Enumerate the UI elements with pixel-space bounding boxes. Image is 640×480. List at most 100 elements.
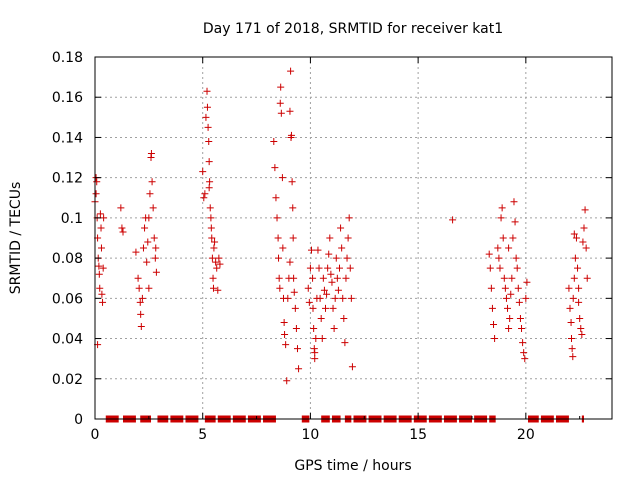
data-point — [209, 284, 217, 292]
axis-ticks — [94, 56, 612, 420]
x-tick-label: 10 — [302, 427, 320, 443]
data-point — [286, 107, 294, 115]
data-point — [205, 137, 213, 145]
data-point — [343, 254, 351, 262]
data-point — [147, 150, 155, 158]
data-point — [208, 254, 216, 262]
data-point — [508, 274, 516, 282]
data-point — [97, 244, 105, 252]
data-point — [578, 331, 586, 339]
data-point — [581, 206, 589, 214]
data-point — [307, 246, 315, 254]
data-point — [327, 270, 335, 278]
data-point — [203, 87, 211, 95]
data-point — [151, 254, 159, 262]
data-point — [345, 214, 353, 222]
data-point — [119, 228, 127, 236]
data-point — [201, 190, 209, 198]
data-point — [501, 284, 509, 292]
data-point — [333, 274, 341, 282]
data-point — [510, 198, 518, 206]
data-point — [295, 365, 303, 373]
data-point — [491, 335, 499, 343]
data-point — [309, 274, 317, 282]
data-point — [583, 274, 591, 282]
data-point — [137, 310, 145, 318]
data-point — [208, 234, 216, 242]
data-point — [314, 246, 322, 254]
data-point — [209, 274, 217, 282]
data-point — [330, 325, 338, 332]
data-point — [342, 274, 350, 282]
data-point — [134, 274, 142, 282]
data-point — [216, 260, 224, 268]
data-point — [325, 250, 333, 258]
data-point — [149, 204, 157, 212]
data-point — [568, 345, 576, 353]
y-tick-labels: 0 0.02 0.04 0.06 0.08 0.1 0.12 0.14 0.16 0.18 — [52, 50, 83, 428]
data-point — [292, 325, 300, 332]
data-point — [520, 349, 528, 357]
data-point — [577, 325, 585, 332]
data-point — [92, 190, 100, 198]
data-point — [206, 178, 214, 186]
data-point — [283, 377, 291, 385]
data-point — [275, 254, 283, 262]
data-point — [288, 178, 296, 186]
data-point — [306, 264, 314, 272]
data-point — [339, 294, 347, 302]
data-point — [135, 284, 143, 292]
data-point — [275, 274, 283, 282]
y-tick-label: 0.02 — [52, 372, 83, 388]
data-point — [203, 103, 211, 111]
data-point — [347, 294, 355, 302]
data-point — [278, 174, 286, 182]
data-point — [490, 320, 498, 328]
data-point — [570, 230, 578, 238]
data-point — [568, 335, 576, 343]
data-point — [487, 284, 495, 292]
data-point — [95, 270, 103, 278]
data-point — [279, 244, 287, 252]
data-point — [95, 262, 103, 270]
data-point — [146, 190, 154, 198]
y-tick-label: 0.16 — [52, 90, 83, 106]
data-point — [326, 234, 334, 242]
data-point — [575, 298, 583, 306]
data-point — [290, 288, 298, 296]
data-point — [215, 254, 223, 262]
x-tick-label: 0 — [91, 427, 100, 443]
y-tick-label: 0.14 — [52, 130, 83, 146]
data-point — [331, 294, 339, 302]
data-point — [277, 109, 285, 117]
data-point — [212, 258, 220, 266]
data-point — [496, 264, 504, 272]
data-point — [513, 264, 521, 272]
data-point — [512, 254, 520, 262]
data-point — [522, 294, 530, 302]
data-point — [317, 314, 325, 322]
data-point — [582, 244, 590, 252]
y-axis-label: SRMTID / TECUs — [8, 182, 24, 295]
data-point — [338, 244, 346, 252]
data-point — [145, 284, 153, 292]
data-point — [99, 298, 107, 306]
data-point — [311, 355, 319, 363]
data-point — [576, 314, 584, 322]
data-point — [346, 264, 354, 272]
data-point — [280, 318, 288, 326]
data-point — [143, 258, 151, 266]
data-point — [100, 214, 108, 222]
data-point — [210, 244, 218, 252]
data-point — [272, 194, 280, 202]
data-point — [141, 224, 149, 232]
data-point — [328, 278, 336, 286]
data-point — [132, 248, 140, 256]
data-point — [139, 244, 147, 252]
data-point — [276, 99, 284, 107]
data-point — [320, 286, 328, 294]
y-tick-label: 0.18 — [52, 50, 83, 66]
data-points — [91, 67, 591, 423]
data-point — [344, 234, 352, 242]
x-axis-label: GPS time / hours — [294, 458, 411, 474]
